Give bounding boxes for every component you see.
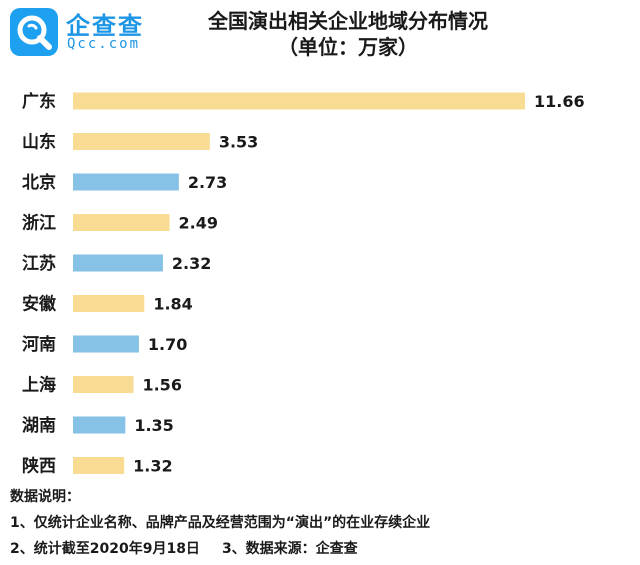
bar — [73, 457, 125, 474]
bar — [73, 92, 525, 110]
chart-unit: （单位：万家） — [278, 35, 418, 59]
qcc-logo-icon — [10, 8, 58, 56]
bar — [73, 335, 139, 353]
chart-title: 全国演出相关企业地域分布情况 — [208, 9, 488, 33]
notes-line-2: 2、统计截至2020年9月18日 3、数据来源：企查查 — [10, 536, 630, 562]
bar — [73, 254, 163, 272]
bar — [73, 376, 134, 393]
data-label: 11.66 — [534, 92, 585, 111]
notes-source: 3、数据来源：企查查 — [221, 541, 358, 557]
bar — [73, 214, 170, 231]
category-label: 陕西 — [22, 456, 56, 477]
category-label: 安徽 — [22, 294, 57, 315]
category-label: 山东 — [22, 132, 56, 153]
category-label: 上海 — [22, 375, 56, 396]
bar — [73, 295, 145, 312]
notes-cutoff-date: 2、统计截至2020年9月18日 — [10, 541, 200, 557]
data-label: 1.32 — [133, 457, 172, 476]
logo-name-en: Qcc.com — [67, 36, 141, 52]
category-label: 河南 — [22, 334, 56, 355]
category-label: 浙江 — [22, 213, 56, 234]
data-label: 1.84 — [153, 295, 192, 314]
category-label: 湖南 — [22, 415, 56, 436]
category-label: 江苏 — [22, 253, 56, 274]
data-label: 2.32 — [172, 254, 211, 273]
bar-chart: 广东 11.66 山东 3.53 北京 2.73 浙江 2.49 江苏 2.32 安徽 1.84 河南 1… — [22, 91, 585, 477]
data-label: 2.73 — [188, 173, 227, 192]
logo-name-cn: 企查查 — [66, 12, 144, 40]
data-label: 1.35 — [134, 416, 173, 435]
data-notes: 数据说明： 1、仅统计企业名称、品牌产品及经营范围为“演出”的在业存续企业 2、… — [10, 484, 630, 562]
bar — [73, 173, 179, 191]
notes-line-1: 1、仅统计企业名称、品牌产品及经营范围为“演出”的在业存续企业 — [10, 515, 431, 531]
bar — [73, 416, 126, 434]
data-label: 1.70 — [148, 335, 187, 354]
category-label: 广东 — [22, 91, 56, 112]
data-label: 1.56 — [142, 376, 181, 395]
data-label: 2.49 — [179, 214, 218, 233]
data-label: 3.53 — [219, 133, 258, 152]
notes-heading: 数据说明： — [10, 489, 80, 505]
header: 企查查 Qcc.com 全国演出相关企业地域分布情况 （单位：万家） — [0, 0, 640, 68]
category-label: 北京 — [22, 172, 56, 193]
bar — [73, 133, 210, 150]
